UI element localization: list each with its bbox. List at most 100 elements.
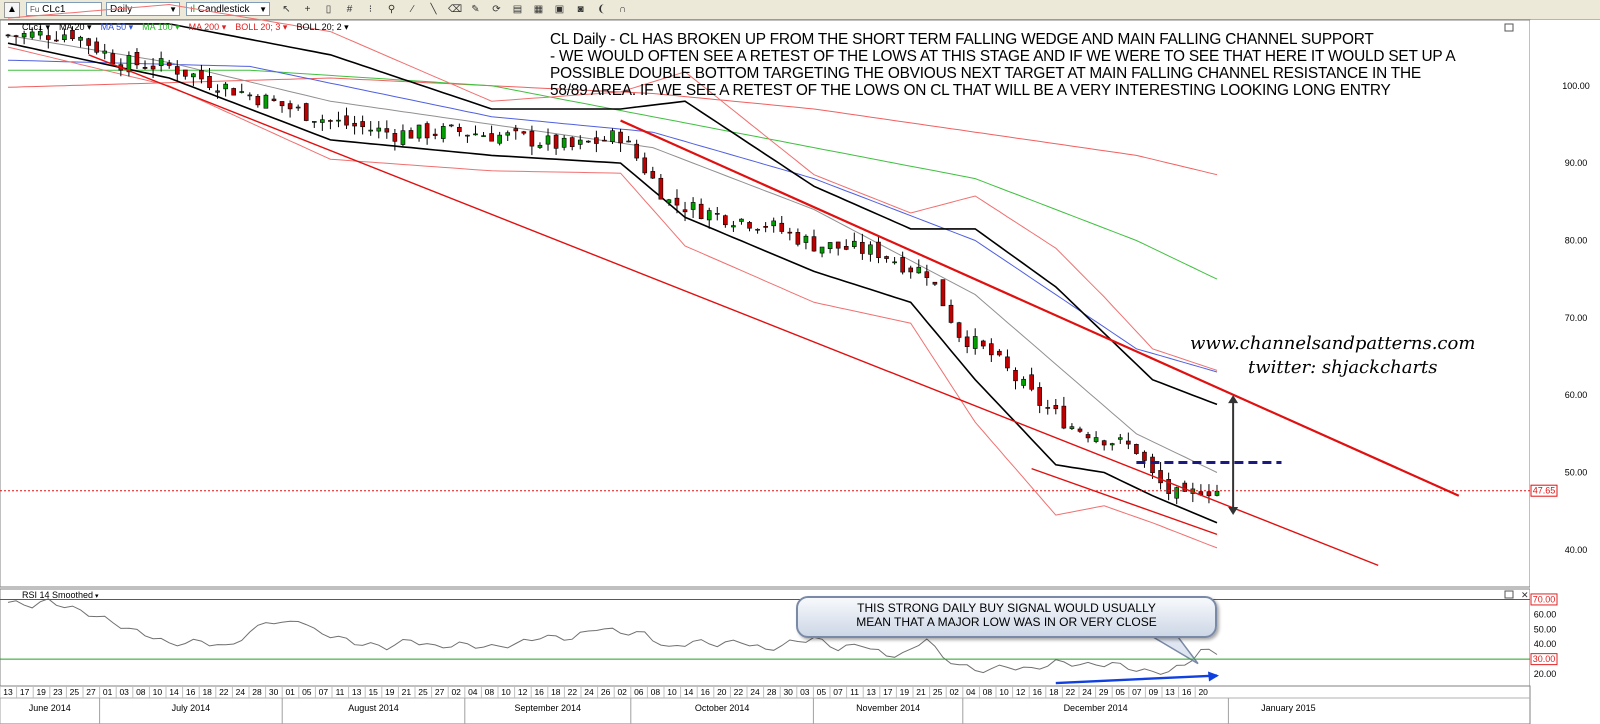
legend-item[interactable]: MA 100 ▾	[142, 22, 180, 32]
day-tick-label: 30	[269, 687, 279, 697]
candle-body	[795, 232, 801, 245]
legend-item[interactable]: CLc1 ▾	[22, 22, 51, 32]
candle-body	[513, 128, 519, 132]
crosshair-icon[interactable]: +	[304, 4, 311, 15]
candle-body	[150, 65, 156, 70]
note-line: - WE WOULD OFTEN SEE A RETEST OF THE LOW…	[550, 48, 1456, 65]
day-tick-label: 10	[153, 687, 163, 697]
grid-icon[interactable]: #	[346, 4, 353, 15]
candle-body	[884, 256, 889, 259]
trendlines: 47.65	[0, 54, 1558, 566]
candle-body	[835, 241, 841, 249]
interval-value: Daily	[110, 4, 133, 15]
candle-body	[674, 197, 680, 206]
candle-body	[336, 119, 341, 122]
eraser-icon[interactable]: ⌫	[448, 4, 463, 15]
candle-body	[360, 121, 365, 128]
last-price-label: 47.65	[1533, 486, 1556, 496]
candle-body	[21, 33, 27, 38]
chart-type-select[interactable]: ıl Candlestick ▼	[186, 2, 270, 16]
camera-icon[interactable]: ▣	[554, 4, 565, 15]
callout-line: THIS STRONG DAILY BUY SIGNAL WOULD USUAL…	[857, 601, 1156, 615]
day-tick-label: 25	[418, 687, 428, 697]
day-tick-label: 18	[551, 687, 561, 697]
day-tick-label: 14	[684, 687, 694, 697]
candle-body	[1053, 405, 1059, 410]
month-tick-label: September 2014	[515, 703, 582, 713]
highlight-icon[interactable]: ◙	[577, 4, 584, 15]
template-icon[interactable]: ▦	[533, 4, 544, 15]
candlestick-icon: ıl	[190, 4, 195, 15]
month-tick-label: June 2014	[29, 703, 71, 713]
candle-body	[682, 209, 688, 213]
candle-body	[1013, 369, 1018, 382]
candle-body	[916, 266, 922, 274]
day-tick-label: 19	[36, 687, 46, 697]
day-tick-label: 19	[385, 687, 395, 697]
candle-body	[328, 120, 333, 122]
legend-item[interactable]: MA 50 ▾	[100, 22, 134, 32]
maximize-icon	[1504, 590, 1514, 599]
candle-body	[819, 246, 825, 254]
fibonacci-icon[interactable]: ∕	[411, 4, 414, 15]
price-tick-label: 50.00	[1565, 468, 1588, 478]
price-tick-label: 40.00	[1565, 545, 1588, 555]
magnet-icon[interactable]: ∩	[618, 4, 627, 15]
main-falling-channel-resistance	[620, 119, 1460, 497]
data-window-icon[interactable]: ▯	[325, 4, 332, 15]
day-tick-label: 28	[252, 687, 262, 697]
legend-item[interactable]: MA 200 ▾	[188, 22, 227, 32]
close-icon: ✕	[1521, 591, 1529, 601]
note-line: 58/89 AREA. IF WE SEE A RETEST OF THE LO…	[550, 82, 1391, 99]
candle-body	[54, 39, 59, 42]
month-tick-label: July 2014	[172, 703, 211, 713]
paint-icon[interactable]: ✎	[471, 4, 480, 15]
candle-body	[586, 140, 591, 143]
day-tick-label: 12	[1016, 687, 1026, 697]
candle-body	[1021, 378, 1026, 386]
candle-body	[1206, 491, 1212, 497]
candle-body	[997, 350, 1002, 356]
candle-body	[569, 137, 575, 147]
candle-body	[948, 304, 954, 323]
one-to-one-icon[interactable]: ⁝	[368, 4, 373, 15]
candle-body	[29, 31, 35, 38]
refresh-icon[interactable]: ⟳	[492, 4, 501, 15]
zoom-icon[interactable]: ⚲	[387, 4, 396, 15]
day-tick-label: 22	[734, 687, 744, 697]
candle-body	[505, 132, 511, 136]
rsi-panel-frame	[0, 588, 1531, 687]
candle-body	[1150, 456, 1155, 474]
layout-icon[interactable]: ▤	[512, 4, 523, 15]
candle-body	[473, 133, 478, 136]
legend-item[interactable]: BOLL 20; 2 ▾	[296, 22, 349, 32]
candle-body	[440, 126, 446, 139]
oversold-label-box	[1530, 653, 1558, 666]
candle-body	[521, 131, 527, 134]
candle-body	[1061, 405, 1067, 429]
legend-item[interactable]: BOLL 20; 3 ▾	[235, 22, 288, 32]
day-tick-label: 16	[700, 687, 710, 697]
rsi-legend[interactable]: RSI 14 Smoothed ▾	[22, 590, 99, 600]
candle-body	[70, 30, 75, 40]
candlesticks	[5, 26, 1220, 505]
candle-body	[771, 220, 777, 227]
candle-body	[497, 134, 502, 144]
candle-body	[964, 336, 970, 348]
candle-body	[376, 127, 382, 132]
candle-body	[102, 50, 108, 54]
wave-icon[interactable]: ❨	[597, 4, 606, 15]
symbol-field[interactable]: Fu CLc1	[26, 2, 102, 16]
price-tick-label: 80.00	[1565, 235, 1588, 245]
callout-line: MEAN THAT A MAJOR LOW WAS IN OR VERY CLO…	[856, 615, 1157, 629]
day-tick-label: 18	[202, 687, 212, 697]
day-tick-label: 16	[186, 687, 196, 697]
day-tick-label: 23	[53, 687, 63, 697]
trendline-icon[interactable]: ╲	[430, 4, 437, 15]
candle-body	[843, 246, 849, 250]
cursor-icon[interactable]: ↖	[282, 4, 291, 15]
bollinger-upper	[8, 23, 1218, 406]
legend-item[interactable]: MA 20 ▾	[59, 22, 92, 32]
chevron-down-icon: ▼	[259, 5, 267, 14]
